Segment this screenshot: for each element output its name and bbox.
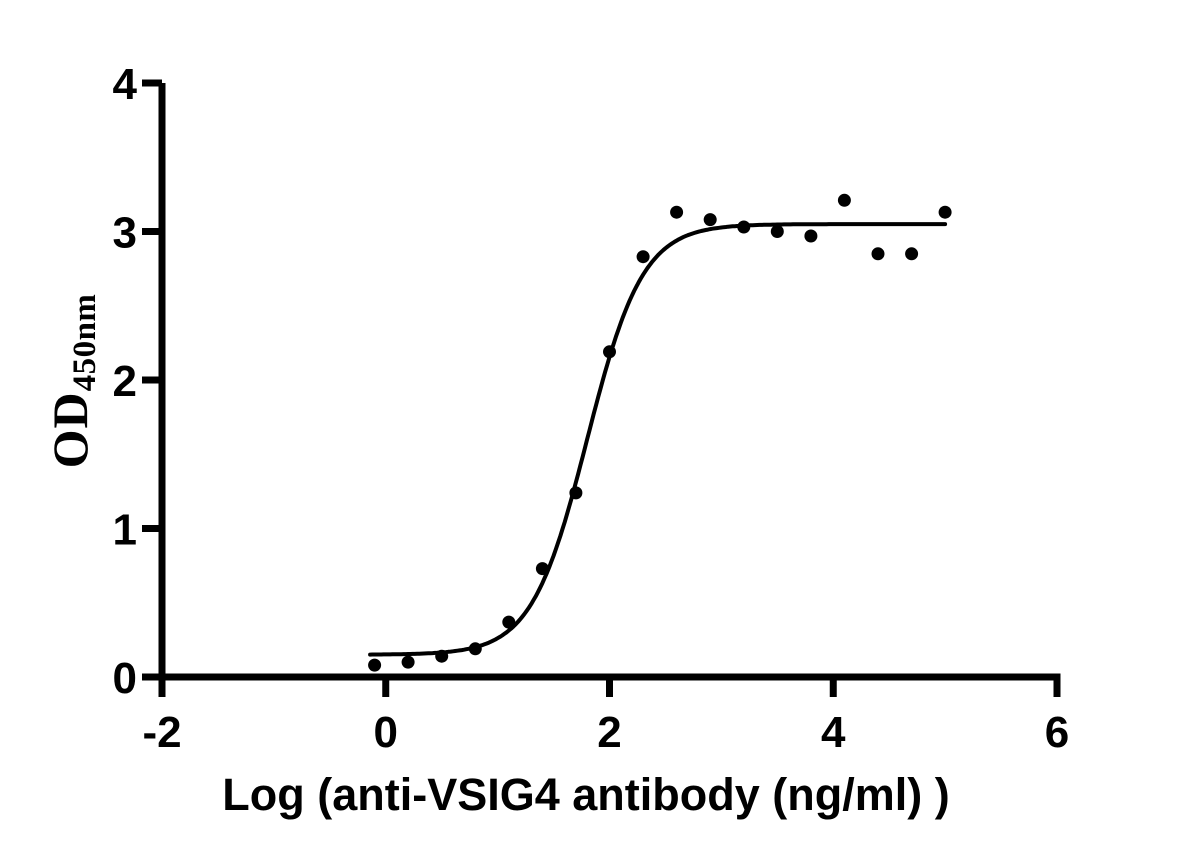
x-tick-label: 0: [374, 708, 398, 757]
data-point: [368, 658, 382, 672]
data-point: [703, 213, 717, 227]
data-point: [804, 229, 818, 243]
fit-curve: [368, 222, 948, 657]
data-point: [837, 193, 851, 207]
data-point: [502, 615, 516, 629]
data-point: [468, 642, 482, 656]
y-tick-label: 0: [113, 654, 137, 703]
data-point: [603, 345, 616, 359]
x-tick-label: -2: [142, 708, 181, 757]
data-point: [905, 247, 919, 261]
data-point: [938, 205, 952, 219]
y-tick-label: 4: [113, 60, 138, 109]
data-point: [569, 486, 583, 500]
data-point: [737, 220, 751, 234]
y-axis-title-subscript: 450nm: [66, 293, 103, 392]
data-point: [535, 562, 549, 576]
y-tick-label: 2: [113, 357, 137, 406]
x-tick-label: 4: [821, 708, 846, 757]
x-axis-title: Log (anti-VSIG4 antibody (ng/ml) ): [222, 769, 950, 820]
data-point: [636, 250, 650, 264]
x-tick-label: 6: [1045, 708, 1069, 757]
y-axis-title: OD450nm: [42, 294, 103, 469]
y-tick-label: 3: [113, 209, 137, 258]
x-tick-label: 2: [597, 708, 621, 757]
data-point: [435, 649, 449, 663]
data-point: [770, 225, 784, 238]
data-point: [871, 247, 885, 261]
y-tick-label: 1: [113, 506, 137, 555]
data-point: [401, 655, 415, 669]
data-point: [670, 205, 684, 219]
y-axis-title-text: OD: [42, 391, 98, 469]
